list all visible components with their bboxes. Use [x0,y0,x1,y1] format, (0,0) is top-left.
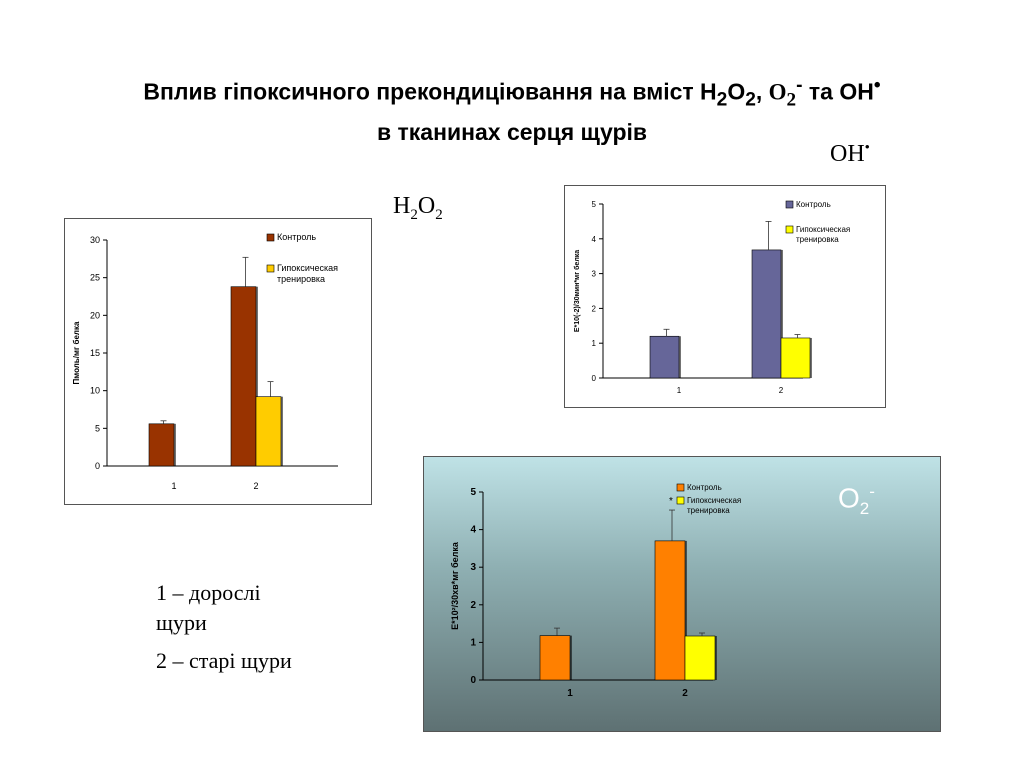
y-tick-label: 5 [470,487,476,498]
legend-label-line: Гипоксическая [796,225,850,234]
legend-label: Контроль [277,232,316,242]
y-tick-label: 30 [90,235,100,245]
o2-chart: 0 1 2 3 4 5 1 2 E*10²/30хв*мг белка * Контроль Гипо… [450,483,741,699]
legend-label: Гипоксическая тренировка [796,225,850,244]
y-tick-label: 2 [470,600,476,611]
legend-label-line: тренировка [687,506,730,515]
oh-chart-panel: 0 1 2 3 4 5 1 2 E*10(-2)/30мин*мг белка Контроль Г… [564,185,886,408]
legend-swatch [785,200,794,209]
y-axis-label: E*10(-2)/30мин*мг белка [573,250,581,332]
y-tick-label: 10 [90,386,100,396]
x-tick-label: 2 [682,688,688,699]
y-axis-label: E*10²/30хв*мг белка [450,541,460,630]
title-line-1: Вплив гіпоксичного прекондиціювання на в… [143,75,881,111]
h2o2-label: H2O2 [393,193,443,223]
y-tick-label: 3 [592,270,597,279]
bar-h2o2-series2-cat2 [255,396,282,467]
o2-label: O2- [838,482,875,518]
y-tick-label: 1 [470,637,476,648]
y-tick-label: 2 [592,304,597,313]
legend-label: Контроль [796,200,831,209]
legend-swatch [785,225,794,234]
legend-label: Гипоксическая тренировка [277,263,338,284]
y-tick-label: 4 [470,525,476,536]
legend-swatch [676,496,685,505]
oh-chart: 0 1 2 3 4 5 1 2 E*10(-2)/30мин*мг белка Контроль Г… [573,200,850,395]
title-line-2: в тканинах серця щурів [376,119,648,146]
bar-h2o2-series1-cat1 [148,423,175,467]
legend-swatch [266,264,275,273]
h2o2-chart-panel: 0 5 10 15 20 25 30 1 2 Пмоль/мг белка Контроль Гипо… [64,218,372,505]
x-tick-label: 1 [171,481,176,491]
bar-oh-series2-cat2 [780,337,811,379]
significance-mark: * [669,496,673,507]
y-tick-label: 25 [90,273,100,283]
bar-h2o2-series1-cat2 [230,286,257,467]
bar-o2-series2-cat2 [684,635,716,681]
bar-o2-series1-cat2 [654,540,686,681]
slide-title: Вплив гіпоксичного прекондиціювання на в… [0,70,1024,148]
legend-label-line: Гипоксическая [687,496,741,505]
legend-swatch [676,483,685,492]
y-tick-label: 0 [95,461,100,471]
legend-swatch [266,233,275,242]
legend-label: Гипоксическая тренировка [687,496,741,515]
x-tick-label: 1 [677,386,682,395]
bar-o2-series1-cat1 [539,635,571,681]
note-adult-rats: 1 – дорослі щури [156,580,261,635]
y-tick-label: 0 [592,374,597,383]
y-tick-label: 5 [592,200,597,209]
note-old-rats: 2 – старі щури [156,648,292,673]
y-axis-label: Пмоль/мг белка [72,321,81,384]
legend-label-line: тренировка [277,274,325,284]
legend-label-line: Гипоксическая [277,263,338,273]
y-tick-label: 0 [470,675,476,686]
h2o2-chart: 0 5 10 15 20 25 30 1 2 Пмоль/мг белка Контроль Гипо… [72,232,338,491]
y-tick-label: 3 [470,562,476,573]
x-tick-label: 1 [567,688,573,699]
legend-notes: 1 – дорослі щури 2 – старі щури [156,578,296,676]
y-tick-label: 15 [90,348,100,358]
y-tick-label: 20 [90,310,100,320]
x-tick-label: 2 [253,481,258,491]
y-tick-label: 4 [592,235,597,244]
y-tick-label: 5 [95,423,100,433]
legend-label-line: тренировка [796,235,839,244]
oh-label: OH• [830,140,870,167]
bar-oh-series1-cat2 [751,249,782,379]
o2-chart-panel: 0 1 2 3 4 5 1 2 E*10²/30хв*мг белка * Контроль Гипо… [423,456,941,732]
legend-label: Контроль [687,483,722,492]
x-tick-label: 2 [779,386,784,395]
bar-oh-series1-cat1 [649,335,680,379]
y-tick-label: 1 [592,339,597,348]
